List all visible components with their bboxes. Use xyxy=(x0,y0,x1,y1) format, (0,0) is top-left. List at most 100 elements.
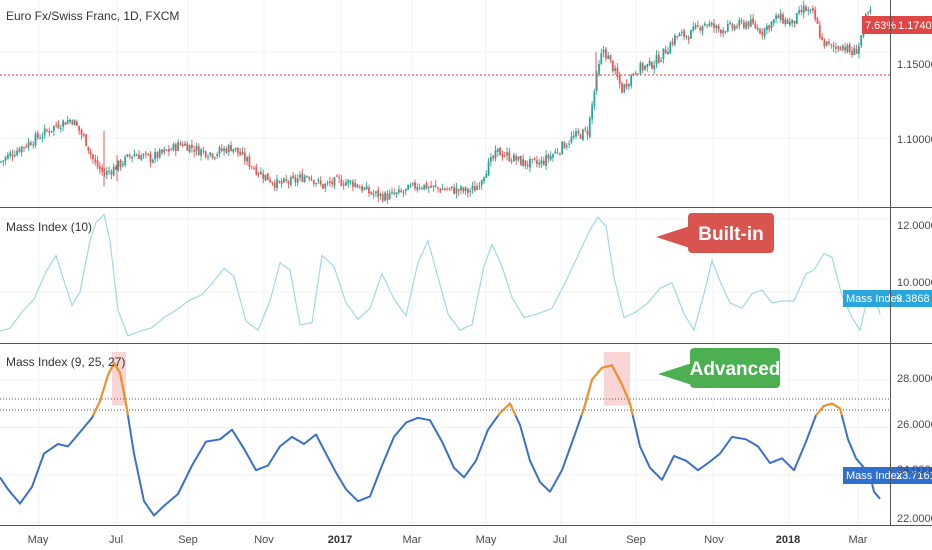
candle-up xyxy=(680,32,683,34)
candle-down xyxy=(641,63,644,70)
candle-up xyxy=(674,35,676,45)
price-pane[interactable]: Euro Fx/Swiss Franc, 1D, FXCM 7.63% 1.17… xyxy=(0,0,932,207)
candle-up xyxy=(552,154,554,158)
candle-up xyxy=(41,136,44,138)
candle-up xyxy=(122,163,124,166)
candle-up xyxy=(660,60,662,62)
candle-down xyxy=(828,41,830,44)
candle-up xyxy=(423,184,426,190)
candle-up xyxy=(62,120,64,127)
candle-up xyxy=(789,21,791,25)
price-pane-title: Euro Fx/Swiss Franc, 1D, FXCM xyxy=(6,9,179,23)
mass-index-advanced-badge-value: 23.7161 xyxy=(896,470,932,482)
candle-up xyxy=(593,91,596,107)
time-axis-tick: Sep xyxy=(626,534,646,546)
candle-up xyxy=(710,23,713,25)
time-axis-tick: 2017 xyxy=(328,534,352,546)
candle-up xyxy=(432,185,435,188)
candle-up xyxy=(602,49,605,53)
candle-up xyxy=(391,191,393,194)
mi2-tick-3: 24.0000 xyxy=(897,464,932,476)
candle-down xyxy=(446,189,449,191)
candle-up xyxy=(595,72,598,91)
time-axis[interactable]: May Jul Sep Nov 2017 Mar May Jul Sep Nov 2018 Mar xyxy=(28,534,868,546)
candle-down xyxy=(706,24,708,26)
price-candles xyxy=(0,0,872,204)
candle-down xyxy=(294,177,297,183)
candle-up xyxy=(600,53,603,64)
candle-up xyxy=(299,174,301,178)
candle-down xyxy=(731,24,734,29)
candle-up xyxy=(726,23,729,32)
candle-up xyxy=(142,154,145,156)
candle-down xyxy=(713,23,715,28)
candle-down xyxy=(844,47,846,51)
candle-up xyxy=(450,186,453,188)
candle-up xyxy=(289,177,292,186)
candle-down xyxy=(683,30,685,37)
candle-up xyxy=(4,157,7,161)
candle-up xyxy=(733,25,736,30)
candle-down xyxy=(437,187,439,189)
candle-down xyxy=(754,23,757,29)
candle-up xyxy=(315,182,317,184)
candle-up xyxy=(795,13,798,25)
candle-down xyxy=(271,182,274,184)
candle-down xyxy=(128,155,131,157)
candle-down xyxy=(759,29,761,34)
candle-down xyxy=(821,36,823,40)
candle-up xyxy=(464,187,467,192)
candle-up xyxy=(133,154,136,157)
candle-down xyxy=(586,130,589,136)
candle-up xyxy=(455,187,458,194)
candle-up xyxy=(66,120,69,124)
candle-down xyxy=(266,173,269,181)
candle-up xyxy=(598,63,600,75)
time-axis-tick: Mar xyxy=(403,534,422,546)
candle-up xyxy=(483,177,485,182)
candle-down xyxy=(467,188,469,194)
candle-up xyxy=(496,148,499,152)
candle-down xyxy=(687,37,690,40)
candle-down xyxy=(308,177,311,179)
candle-down xyxy=(453,187,455,194)
change-label: 7.63% xyxy=(865,20,896,32)
candle-down xyxy=(559,153,561,155)
mass-index-threshold-segments xyxy=(92,362,843,417)
candle-down xyxy=(536,160,538,164)
candle-up xyxy=(841,45,844,50)
candle-down xyxy=(851,50,853,55)
candle-down xyxy=(82,134,85,136)
price-grid xyxy=(0,0,890,207)
candle-down xyxy=(782,14,784,24)
candle-up xyxy=(158,149,161,158)
candle-up xyxy=(802,5,805,14)
candle-down xyxy=(816,18,819,25)
candle-down xyxy=(611,60,614,72)
candle-down xyxy=(262,173,265,179)
candle-up xyxy=(73,120,76,126)
candle-up xyxy=(303,176,306,182)
candle-down xyxy=(605,48,607,59)
mass-index-builtin-pane[interactable]: Mass Index (10) Built-in Mass Index 9.38… xyxy=(0,208,932,343)
candle-down xyxy=(393,192,396,195)
time-axis-tick: 2018 xyxy=(776,534,800,546)
candle-down xyxy=(292,175,294,178)
candle-up xyxy=(549,155,552,160)
candle-up xyxy=(644,65,646,70)
candle-down xyxy=(717,25,720,30)
mass-index-advanced-badge: Mass Index 23.7161 xyxy=(843,467,932,484)
candle-down xyxy=(204,151,207,157)
candle-up xyxy=(835,47,837,49)
candle-up xyxy=(276,179,278,188)
candle-up xyxy=(480,180,483,186)
last-price-badge: 7.63% 1.17409 xyxy=(862,16,932,34)
candle-down xyxy=(747,21,750,27)
candle-down xyxy=(524,160,527,166)
candle-down xyxy=(331,181,334,185)
candle-up xyxy=(388,193,391,200)
mass-index-advanced-pane[interactable]: Mass Index (9, 25, 27) Advanced Mass Ind… xyxy=(0,344,932,525)
candle-up xyxy=(772,19,775,24)
candle-down xyxy=(119,160,122,167)
advanced-callout: Advanced xyxy=(658,348,780,388)
